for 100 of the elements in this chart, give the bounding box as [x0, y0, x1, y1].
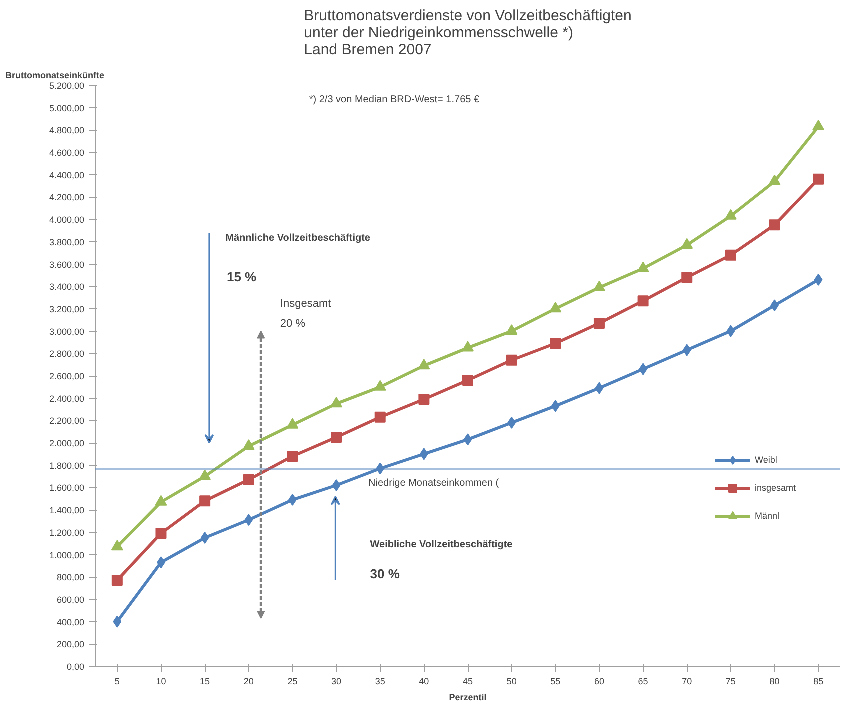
- legend-label: insgesamt: [755, 483, 796, 493]
- x-tick-label: 85: [814, 676, 824, 686]
- point: [374, 412, 386, 423]
- point: [113, 616, 122, 628]
- y-tick-label: 2.800,00: [49, 349, 85, 360]
- point: [462, 341, 474, 352]
- annotation: 30 %: [370, 566, 400, 582]
- y-tick-label: 4.400,00: [49, 170, 85, 180]
- x-tick-label: 25: [288, 676, 298, 686]
- point: [331, 432, 342, 443]
- point: [724, 209, 737, 220]
- point: [286, 418, 299, 429]
- point: [111, 540, 124, 551]
- point: [200, 496, 211, 507]
- point: [725, 250, 736, 261]
- x-tick-label: 50: [506, 676, 517, 686]
- y-tick-label: 1.800,00: [49, 460, 85, 471]
- y-tick-label: 2.000,00: [49, 438, 85, 449]
- point: [418, 394, 430, 405]
- y-tick-label: 2.600,00: [49, 372, 85, 382]
- point: [332, 479, 341, 492]
- legend-label: Männl: [755, 511, 780, 521]
- point: [769, 220, 780, 231]
- point: [199, 470, 212, 480]
- y-tick-label: 3.200,00: [49, 304, 85, 314]
- x-axis-title: Perzentil: [449, 692, 487, 702]
- annotation: Weibliche Vollzeitbeschäftigte: [370, 539, 514, 550]
- y-tick-label: 4.800,00: [49, 126, 85, 136]
- point: [506, 324, 518, 335]
- point: [243, 474, 254, 486]
- y-tick-label: 3.400,00: [49, 282, 85, 292]
- point: [637, 262, 650, 272]
- y-tick-label: 1.400,00: [49, 506, 85, 516]
- point: [682, 344, 692, 356]
- point: [200, 532, 210, 544]
- point: [726, 325, 736, 338]
- x-tick-label: 65: [638, 676, 648, 686]
- x-tick-label: 75: [726, 676, 736, 686]
- point: [330, 397, 343, 408]
- point: [551, 400, 560, 412]
- annotation: Männliche Vollzeitbeschäftigte: [226, 233, 371, 244]
- y-tick-label: 3.000,00: [49, 326, 85, 337]
- legend-label: Weibl: [755, 455, 778, 465]
- y-tick-label: 5.000,00: [49, 103, 85, 114]
- x-tick-label: 15: [200, 676, 210, 686]
- point: [462, 374, 474, 386]
- ref-line-label: Niedrige Monatseinkommen (: [368, 478, 500, 490]
- annotation: 15 %: [226, 269, 258, 284]
- point: [813, 174, 824, 185]
- y-tick-label: 400,00: [56, 617, 85, 628]
- y-tick-label: 4.600,00: [49, 148, 85, 158]
- y-tick-label: 4.000,00: [49, 215, 85, 226]
- y-tick-label: 4.200,00: [49, 192, 85, 203]
- y-tick-label: 800,00: [56, 572, 85, 583]
- point: [112, 574, 123, 586]
- x-tick-label: 40: [419, 676, 430, 686]
- point: [638, 296, 649, 307]
- annotation: 20 %: [280, 318, 306, 330]
- point: [244, 514, 254, 526]
- y-tick-label: 1.000,00: [49, 550, 85, 560]
- y-tick-label: 0,00: [66, 662, 85, 672]
- point: [768, 174, 781, 186]
- y-tick-label: 1.600,00: [49, 483, 85, 494]
- y-tick-label: 2.200,00: [49, 416, 85, 426]
- chart-title: Bruttomonatsverdienste von Vollzeitbeschäftigten unter der Niedrigeinkommensschwelle *) Land Bremen 2007: [304, 8, 632, 58]
- annotation: Insgesamt: [280, 298, 332, 310]
- point: [242, 440, 255, 450]
- annotation: *) 2/3 von Median BRD-West= 1.765 €: [309, 94, 480, 106]
- point: [374, 380, 386, 391]
- point: [681, 238, 694, 249]
- point: [682, 272, 693, 284]
- point: [594, 318, 605, 329]
- point: [550, 338, 562, 350]
- point: [464, 434, 472, 446]
- point: [812, 120, 825, 131]
- point: [506, 354, 518, 366]
- y-tick-label: 600,00: [56, 594, 85, 605]
- y-tick-label: 1.200,00: [49, 528, 85, 538]
- x-tick-label: 45: [462, 676, 474, 686]
- point: [418, 359, 430, 370]
- point: [814, 274, 823, 286]
- y-tick-label: 200,00: [56, 640, 85, 650]
- y-axis-title: Bruttomonatseinkünfte: [6, 70, 104, 80]
- x-tick-label: 20: [244, 676, 254, 686]
- point: [287, 450, 298, 462]
- x-tick-label: 10: [156, 676, 166, 686]
- point: [550, 302, 562, 313]
- y-tick-label: 3.800,00: [49, 237, 85, 248]
- x-tick-label: 35: [375, 676, 386, 686]
- y-tick-label: 3.600,00: [49, 260, 85, 270]
- x-tick-label: 30: [332, 676, 342, 686]
- x-tick-label: 5: [114, 676, 120, 686]
- point: [595, 382, 604, 394]
- x-tick-label: 55: [550, 676, 561, 686]
- x-tick-label: 70: [682, 676, 692, 686]
- x-tick-label: 60: [594, 676, 604, 686]
- y-tick-label: 5.200,00: [49, 81, 85, 91]
- y-tick-label: 2.400,00: [49, 394, 85, 404]
- point: [593, 280, 606, 292]
- point: [155, 495, 168, 506]
